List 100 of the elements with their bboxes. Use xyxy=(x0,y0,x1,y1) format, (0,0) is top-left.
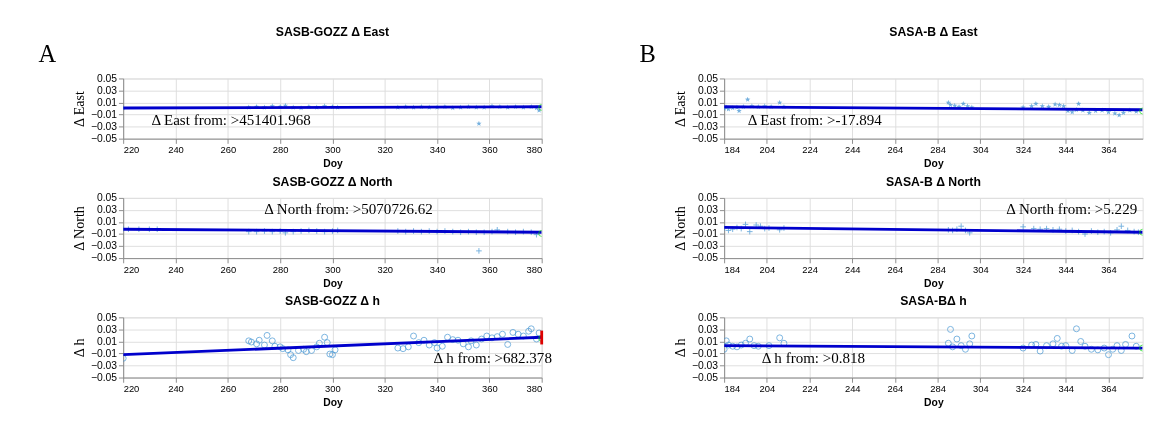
y-tick-label: −0.05 xyxy=(691,252,719,264)
x-tick-label: 224 xyxy=(802,383,818,395)
y-tick-label: 0.05 xyxy=(96,72,118,84)
y-tick-label: −0.01 xyxy=(691,228,719,240)
x-tick-label: 220 xyxy=(123,144,140,156)
y-tick-label: 0.01 xyxy=(96,335,118,347)
y-tick-label: −0.01 xyxy=(90,228,118,240)
annotation: Δ North from: >5070726.62 xyxy=(264,200,433,217)
x-axis-title: Doy xyxy=(924,158,944,170)
y-tick-label: 0.03 xyxy=(697,323,719,335)
x-tick-label: 264 xyxy=(887,383,904,395)
chart-title: SASA-B Δ North xyxy=(885,174,981,189)
x-tick-label: 204 xyxy=(759,263,776,275)
x-tick-label: 224 xyxy=(802,144,818,156)
x-tick-label: 380 xyxy=(526,383,543,395)
y-axis-title: Δ North xyxy=(71,206,88,251)
y-tick-label: 0.01 xyxy=(697,216,719,228)
y-tick-label: 0.05 xyxy=(96,192,118,204)
y-tick-label: 0.03 xyxy=(697,84,719,96)
x-axis-title: Doy xyxy=(323,277,343,289)
y-tick-label: 0.01 xyxy=(96,216,118,228)
y-axis-title: Δ East xyxy=(71,90,88,128)
text: A xyxy=(38,40,57,68)
annotation: Δ North from: >5.229 xyxy=(1006,200,1138,217)
x-tick-label: 204 xyxy=(759,383,776,395)
annotation: Δ h from: >682.378 xyxy=(433,350,552,367)
y-tick-label: −0.05 xyxy=(90,252,118,264)
chart-title: SASA-B Δ East xyxy=(889,25,978,40)
x-tick-label: 320 xyxy=(377,383,394,395)
x-axis-title: Doy xyxy=(323,397,343,409)
y-tick-label: −0.03 xyxy=(90,359,118,371)
x-tick-label: 300 xyxy=(325,144,341,156)
x-tick-label: 244 xyxy=(844,383,861,395)
y-tick-label: 0.05 xyxy=(96,311,118,323)
x-tick-label: 240 xyxy=(168,263,184,275)
y-axis-title: Δ East xyxy=(672,90,689,128)
y-axis-title: Δ North xyxy=(672,206,689,251)
annotation: Δ East from: >-17.894 xyxy=(747,111,883,128)
text: B xyxy=(639,40,656,68)
x-tick-label: 364 xyxy=(1101,383,1117,395)
y-tick-label: 0.03 xyxy=(697,204,719,216)
chart-title: SASB-GOZZ Δ h xyxy=(284,294,380,309)
y-axis-title: Δ h xyxy=(672,338,689,358)
y-tick-label: 0.05 xyxy=(697,72,719,84)
y-tick-label: −0.01 xyxy=(691,108,719,120)
x-tick-label: 324 xyxy=(1015,144,1032,156)
annotation: Δ h from: >0.818 xyxy=(761,350,866,367)
y-tick-label: −0.01 xyxy=(691,347,719,359)
x-tick-label: 360 xyxy=(482,263,498,275)
x-tick-label: 284 xyxy=(930,144,946,156)
y-tick-label: −0.03 xyxy=(90,120,118,132)
x-tick-label: 360 xyxy=(482,383,498,395)
x-tick-label: 184 xyxy=(724,383,741,395)
x-tick-label: 280 xyxy=(272,263,289,275)
y-tick-label: 0.03 xyxy=(96,323,118,335)
x-tick-label: 340 xyxy=(429,263,446,275)
y-tick-label: 0.01 xyxy=(697,335,719,347)
x-tick-label: 224 xyxy=(802,263,818,275)
y-tick-label: 0.05 xyxy=(697,192,719,204)
x-tick-label: 184 xyxy=(724,263,741,275)
x-tick-label: 244 xyxy=(844,144,861,156)
chart-title: SASB-GOZZ Δ East xyxy=(275,25,390,40)
x-tick-label: 280 xyxy=(272,383,289,395)
x-tick-label: 204 xyxy=(759,144,776,156)
y-tick-label: −0.05 xyxy=(691,132,719,144)
x-tick-label: 344 xyxy=(1058,144,1075,156)
x-tick-label: 344 xyxy=(1058,383,1075,395)
x-tick-label: 264 xyxy=(887,263,904,275)
x-tick-label: 340 xyxy=(429,383,446,395)
y-tick-label: −0.03 xyxy=(691,359,719,371)
y-tick-label: 0.01 xyxy=(96,96,118,108)
x-tick-label: 260 xyxy=(220,383,237,395)
x-tick-label: 380 xyxy=(526,144,543,156)
x-tick-label: 320 xyxy=(377,263,394,275)
y-tick-label: −0.05 xyxy=(691,371,719,383)
y-tick-label: −0.01 xyxy=(90,347,118,359)
x-tick-label: 380 xyxy=(526,263,543,275)
y-tick-label: 0.03 xyxy=(96,84,118,96)
x-tick-label: 264 xyxy=(887,144,904,156)
x-tick-label: 220 xyxy=(123,263,140,275)
x-tick-label: 324 xyxy=(1015,383,1032,395)
x-tick-label: 284 xyxy=(930,263,946,275)
x-tick-label: 304 xyxy=(973,144,989,156)
x-tick-label: 324 xyxy=(1015,263,1032,275)
y-tick-label: 0.01 xyxy=(697,96,719,108)
x-tick-label: 300 xyxy=(325,263,341,275)
x-axis-title: Doy xyxy=(323,158,343,170)
x-tick-label: 184 xyxy=(724,144,741,156)
y-tick-label: −0.03 xyxy=(691,240,719,252)
x-tick-label: 280 xyxy=(272,144,289,156)
x-tick-label: 284 xyxy=(930,383,946,395)
y-tick-label: −0.01 xyxy=(90,108,118,120)
x-tick-label: 240 xyxy=(168,144,184,156)
x-tick-label: 304 xyxy=(973,263,989,275)
chart-title: SASA-BΔ h xyxy=(900,294,967,309)
x-tick-label: 300 xyxy=(325,383,341,395)
y-tick-label: −0.05 xyxy=(90,371,118,383)
x-tick-label: 364 xyxy=(1101,144,1117,156)
x-tick-label: 364 xyxy=(1101,263,1117,275)
x-tick-label: 320 xyxy=(377,144,394,156)
